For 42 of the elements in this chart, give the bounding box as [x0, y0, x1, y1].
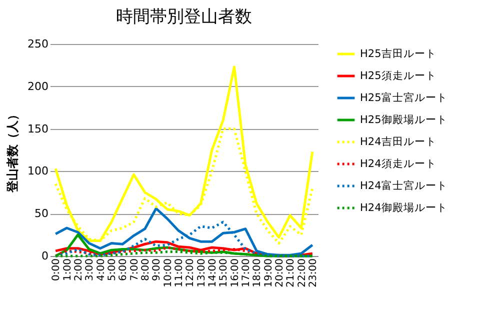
- legend-label: H24吉田ルート: [360, 135, 436, 148]
- x-tick-label: 1:00: [62, 258, 74, 281]
- x-tick-label: 16:00: [230, 258, 241, 288]
- x-tick-label: 8:00: [140, 258, 152, 281]
- x-tick-label: 22:00: [296, 258, 308, 288]
- x-tick-label: 5:00: [106, 258, 118, 281]
- x-tick-label: 23:00: [308, 258, 319, 288]
- line-series: [54, 66, 314, 242]
- x-tick-label: 4:00: [96, 258, 107, 281]
- line-series: [54, 207, 314, 256]
- x-tick-label: 7:00: [129, 258, 140, 281]
- x-tick-label: 18:00: [252, 258, 264, 288]
- x-tick-label: 2:00: [73, 258, 84, 281]
- legend-label: H25御殿場ルート: [360, 114, 448, 126]
- x-tick-label: 19:00: [263, 258, 274, 288]
- x-tick-label: 15:00: [218, 258, 230, 288]
- x-tick-label: 6:00: [118, 258, 130, 281]
- x-tick-label: 21:00: [286, 258, 297, 288]
- legend-label: H25吉田ルート: [360, 47, 436, 60]
- x-tick-label: 10:00: [162, 258, 174, 288]
- legend-label: H24須走ルート: [360, 157, 436, 170]
- x-tick-label: 9:00: [152, 258, 163, 281]
- legend-label: H25須走ルート: [360, 69, 436, 82]
- y-tick-label: 250: [28, 38, 48, 50]
- legend-label: H24御殿場ルート: [360, 202, 448, 214]
- x-tick-label: 13:00: [196, 258, 208, 288]
- x-tick-label: 17:00: [240, 258, 252, 288]
- y-tick-label: 200: [28, 80, 48, 93]
- legend-label: H25富士宮ルート: [360, 91, 448, 104]
- x-tick-label: 20:00: [274, 258, 286, 288]
- y-tick-label: 50: [34, 207, 48, 220]
- y-tick-label: 0: [42, 250, 48, 262]
- x-tick-label: 12:00: [185, 258, 196, 288]
- y-tick-label: 150: [28, 122, 48, 136]
- legend-label: H24富士宮ルート: [360, 179, 448, 192]
- y-tick-label: 100: [28, 164, 48, 178]
- chart-title: 時間帯別登山者数: [116, 7, 252, 27]
- x-tick-label: 3:00: [84, 258, 96, 281]
- x-tick-label: 11:00: [174, 258, 185, 288]
- x-tick-label: 0:00: [51, 258, 62, 281]
- x-tick-label: 14:00: [207, 258, 218, 288]
- y-axis-title: 登山者数（人）: [6, 108, 20, 194]
